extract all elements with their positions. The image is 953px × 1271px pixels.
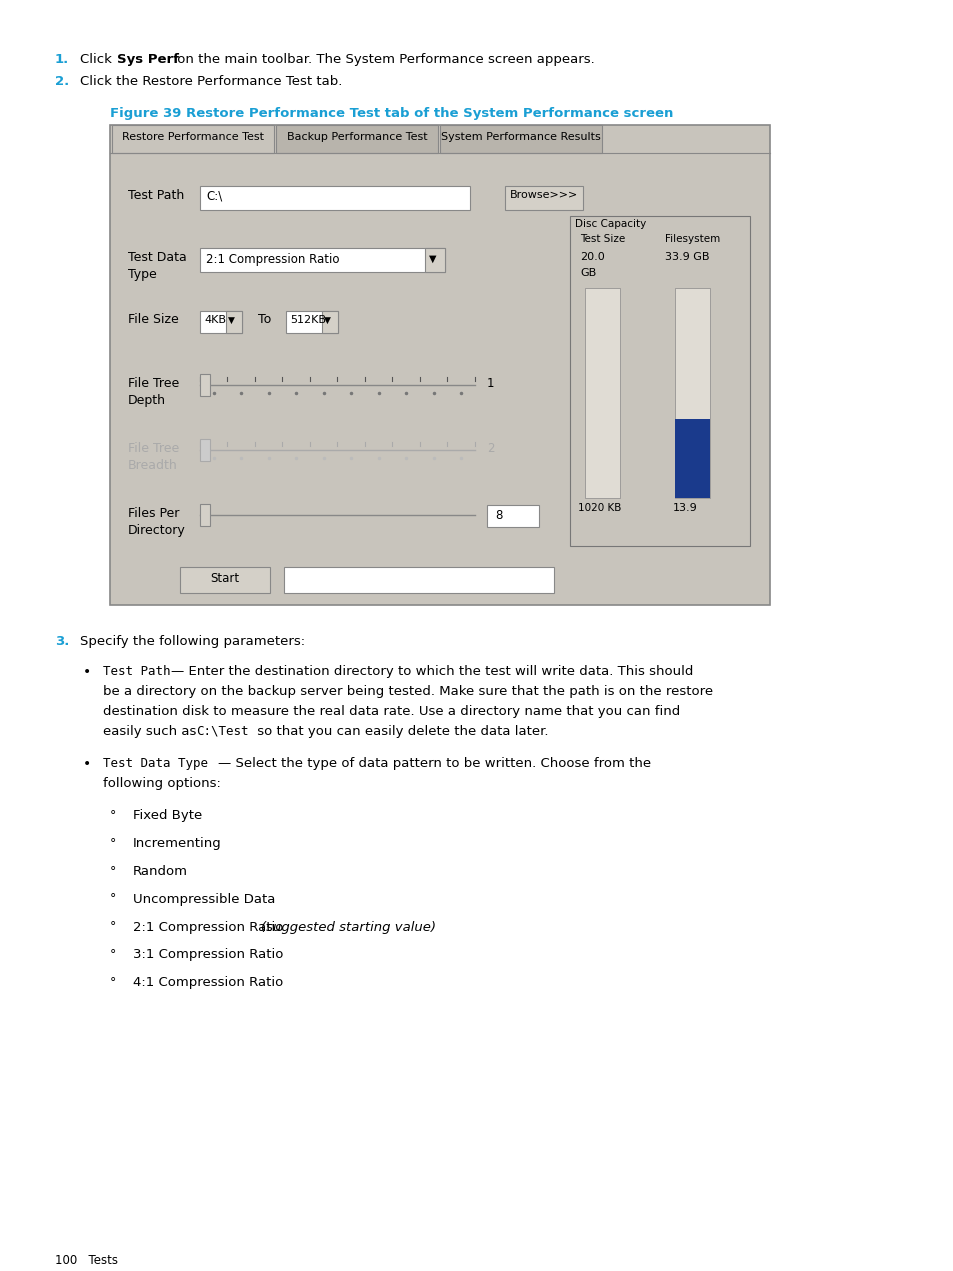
Bar [226,311,242,333]
Bar [584,287,619,498]
Text: following options:: following options: [103,777,221,789]
Text: Uncompressible Data: Uncompressible Data [132,892,275,905]
Bar [675,418,709,498]
Text: To: To [257,313,271,325]
Text: 100   Tests: 100 Tests [55,1254,118,1267]
Text: Figure 39 Restore Performance Test tab of the System Performance screen: Figure 39 Restore Performance Test tab o… [110,107,673,119]
Text: °: ° [110,836,116,849]
Text: (suggested starting value): (suggested starting value) [261,920,436,933]
Text: Test Path: Test Path [128,189,184,202]
Text: Start: Start [211,572,239,585]
Text: Test Size: Test Size [579,234,624,244]
Text: ▼: ▼ [228,315,234,325]
Text: File Size: File Size [128,313,178,325]
Bar [112,125,274,153]
Text: 2:1 Compression Ratio: 2:1 Compression Ratio [132,920,287,933]
Text: destination disk to measure the real data rate. Use a directory name that you ca: destination disk to measure the real dat… [103,704,679,718]
Text: 13.9: 13.9 [672,503,697,512]
Bar [286,311,337,333]
Bar [322,311,337,333]
Bar [569,216,749,545]
Text: °: ° [110,920,116,933]
Bar [200,503,210,526]
Text: Click the Restore Performance Test tab.: Click the Restore Performance Test tab. [80,75,342,88]
Text: Browse>>>: Browse>>> [509,189,578,200]
Text: Sys Perf: Sys Perf [117,53,179,66]
Text: Test Path: Test Path [103,665,171,677]
Text: File Tree: File Tree [128,376,179,390]
Text: Breadth: Breadth [128,459,177,472]
Bar [200,311,242,333]
Text: 1.: 1. [55,53,70,66]
Text: File Tree: File Tree [128,442,179,455]
Text: °: ° [110,864,116,877]
Text: 2.: 2. [55,75,70,88]
Text: so that you can easily delete the data later.: so that you can easily delete the data l… [253,724,548,737]
Text: 1: 1 [486,376,494,390]
Bar [200,248,444,272]
Text: System Performance Results: System Performance Results [440,132,600,142]
Text: be a directory on the backup server being tested. Make sure that the path is on : be a directory on the backup server bein… [103,685,713,698]
Text: 3:1 Compression Ratio: 3:1 Compression Ratio [132,948,283,961]
Text: Incrementing: Incrementing [132,836,221,849]
Text: 3.: 3. [55,634,70,648]
Text: ▼: ▼ [324,315,331,325]
Text: 20.0: 20.0 [579,252,604,262]
Text: Filesystem: Filesystem [664,234,720,244]
Bar [675,287,709,498]
Text: easily such as: easily such as [103,724,200,737]
Text: °: ° [110,976,116,990]
Bar [439,125,601,153]
Text: °: ° [110,948,116,961]
Text: Test Data: Test Data [128,250,187,264]
Text: 8: 8 [495,508,502,521]
Bar [486,505,538,526]
Text: Type: Type [128,268,156,281]
Text: •: • [83,756,91,770]
Text: Fixed Byte: Fixed Byte [132,808,202,821]
Bar [424,248,444,272]
Text: °: ° [110,808,116,821]
Text: — Enter the destination directory to which the test will write data. This should: — Enter the destination directory to whi… [171,665,693,677]
Text: Random: Random [132,864,188,877]
Bar [200,374,210,395]
Text: on the main toolbar. The System Performance screen appears.: on the main toolbar. The System Performa… [172,53,594,66]
Bar [180,567,270,592]
Text: 33.9 GB: 33.9 GB [664,252,709,262]
Text: 2:1 Compression Ratio: 2:1 Compression Ratio [206,253,339,266]
Text: •: • [83,665,91,679]
Text: 4:1 Compression Ratio: 4:1 Compression Ratio [132,976,283,990]
Bar [200,438,210,461]
Text: Directory: Directory [128,524,186,536]
Bar [275,125,437,153]
Text: Disc Capacity: Disc Capacity [575,219,645,229]
Text: Backup Performance Test: Backup Performance Test [287,132,427,142]
Text: 1020 KB: 1020 KB [578,503,620,512]
Text: Depth: Depth [128,394,166,407]
Bar [284,567,554,592]
Text: 4KB: 4KB [204,315,226,325]
Text: °: ° [110,892,116,905]
Text: Restore Performance Test: Restore Performance Test [122,132,264,142]
Text: Files Per: Files Per [128,507,179,520]
Text: 512KB: 512KB [290,315,326,325]
Text: Click: Click [80,53,116,66]
Bar [200,186,470,210]
Text: C:\: C:\ [206,189,222,203]
Bar [504,186,582,210]
Text: Test Data Type: Test Data Type [103,756,208,770]
Text: Specify the following parameters:: Specify the following parameters: [80,634,305,648]
Text: ▼: ▼ [429,254,436,264]
Text: — Select the type of data pattern to be written. Choose from the: — Select the type of data pattern to be … [218,756,651,770]
Text: 2: 2 [486,442,494,455]
Text: GB: GB [579,268,596,278]
Bar [110,125,769,605]
Text: C:\Test: C:\Test [195,724,248,737]
